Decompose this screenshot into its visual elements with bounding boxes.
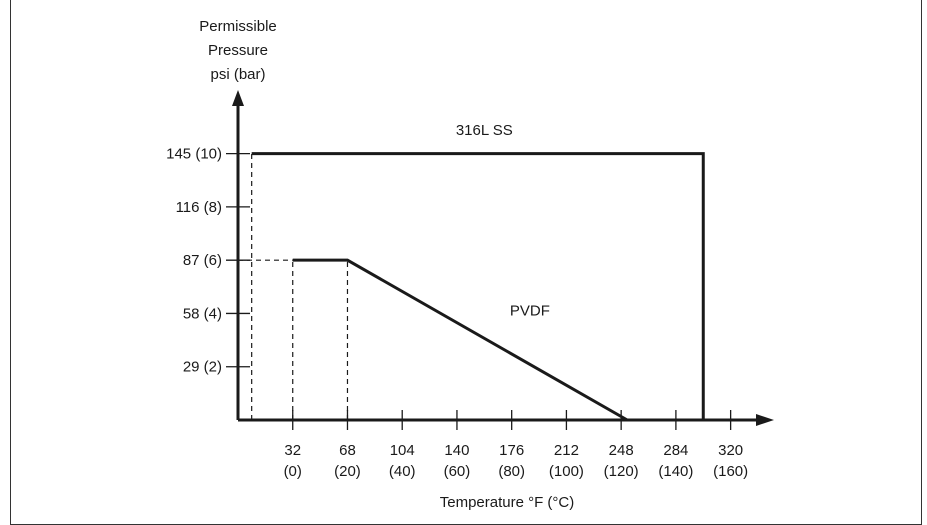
- x-tick-label: 32: [284, 442, 301, 459]
- y-axis-arrow: [232, 90, 244, 106]
- x-tick-sublabel: (80): [498, 463, 525, 480]
- x-tick-label: 176: [499, 442, 524, 459]
- x-tick-label: 284: [663, 442, 688, 459]
- y-tick-label: 145 (10): [166, 146, 222, 163]
- x-tick-sublabel: (20): [334, 463, 361, 480]
- x-tick-label: 320: [718, 442, 743, 459]
- series-label: 316L SS: [456, 122, 513, 139]
- x-tick-sublabel: (60): [444, 463, 471, 480]
- series-pvdf-line: [292, 258, 628, 422]
- x-axis-title: Temperature °F (°C): [440, 494, 575, 511]
- x-tick-sublabel: (120): [604, 463, 639, 480]
- x-tick-sublabel: (160): [713, 463, 748, 480]
- x-tick-label: 68: [339, 442, 356, 459]
- y-tick-label: 58 (4): [183, 305, 222, 322]
- dashed-guides: [238, 153, 349, 420]
- x-ticks: 32 (0) 68 (20) 104 (40) 140 (60) 176 (80) 212 (100)…: [284, 410, 748, 480]
- x-tick-label: 140: [444, 442, 469, 459]
- x-tick-sublabel: (100): [549, 463, 584, 480]
- y-ticks: 29 (2) 58 (4) 87 (6) 116 (8) 145 (10): [166, 146, 250, 376]
- x-tick-label: 104: [390, 442, 415, 459]
- series-lines: [251, 152, 705, 422]
- series-316l-ss-line: [251, 152, 705, 420]
- x-tick-sublabel: (0): [284, 463, 302, 480]
- x-tick-label: 248: [609, 442, 634, 459]
- y-axis-title-line-3: psi (bar): [210, 66, 265, 83]
- y-tick-label: 116 (8): [176, 199, 222, 216]
- x-axis-arrow: [756, 414, 774, 426]
- x-tick-sublabel: (140): [658, 463, 693, 480]
- y-tick-label: 87 (6): [183, 252, 222, 269]
- x-tick-label: 212: [554, 442, 579, 459]
- x-tick-sublabel: (40): [389, 463, 416, 480]
- y-axis-title-line-2: Pressure: [208, 42, 268, 59]
- y-axis-title: Permissible Pressure psi (bar): [199, 18, 277, 83]
- y-tick-label: 29 (2): [183, 359, 222, 376]
- series-labels: 316L SS PVDF: [456, 122, 550, 319]
- series-label: PVDF: [510, 302, 550, 319]
- y-axis-title-line-1: Permissible: [199, 18, 277, 35]
